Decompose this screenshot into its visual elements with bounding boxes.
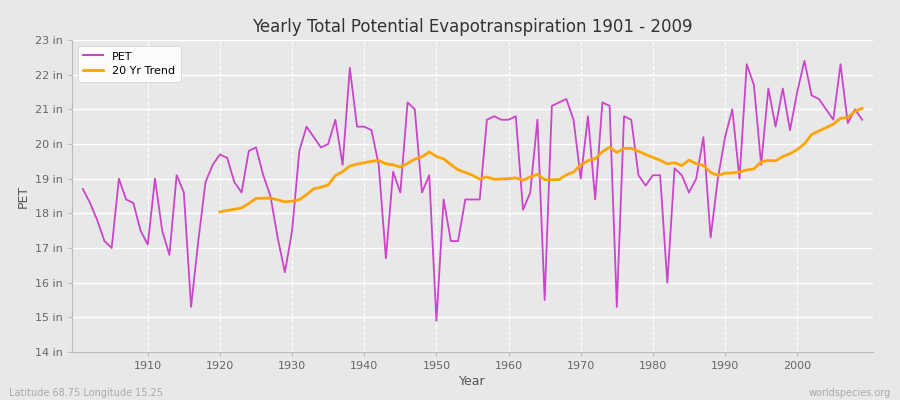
Legend: PET, 20 Yr Trend: PET, 20 Yr Trend [77,46,181,82]
X-axis label: Year: Year [459,375,486,388]
Text: Latitude 68.75 Longitude 15.25: Latitude 68.75 Longitude 15.25 [9,388,163,398]
Title: Yearly Total Potential Evapotranspiration 1901 - 2009: Yearly Total Potential Evapotranspiratio… [252,18,693,36]
Y-axis label: PET: PET [16,184,30,208]
Text: worldspecies.org: worldspecies.org [809,388,891,398]
